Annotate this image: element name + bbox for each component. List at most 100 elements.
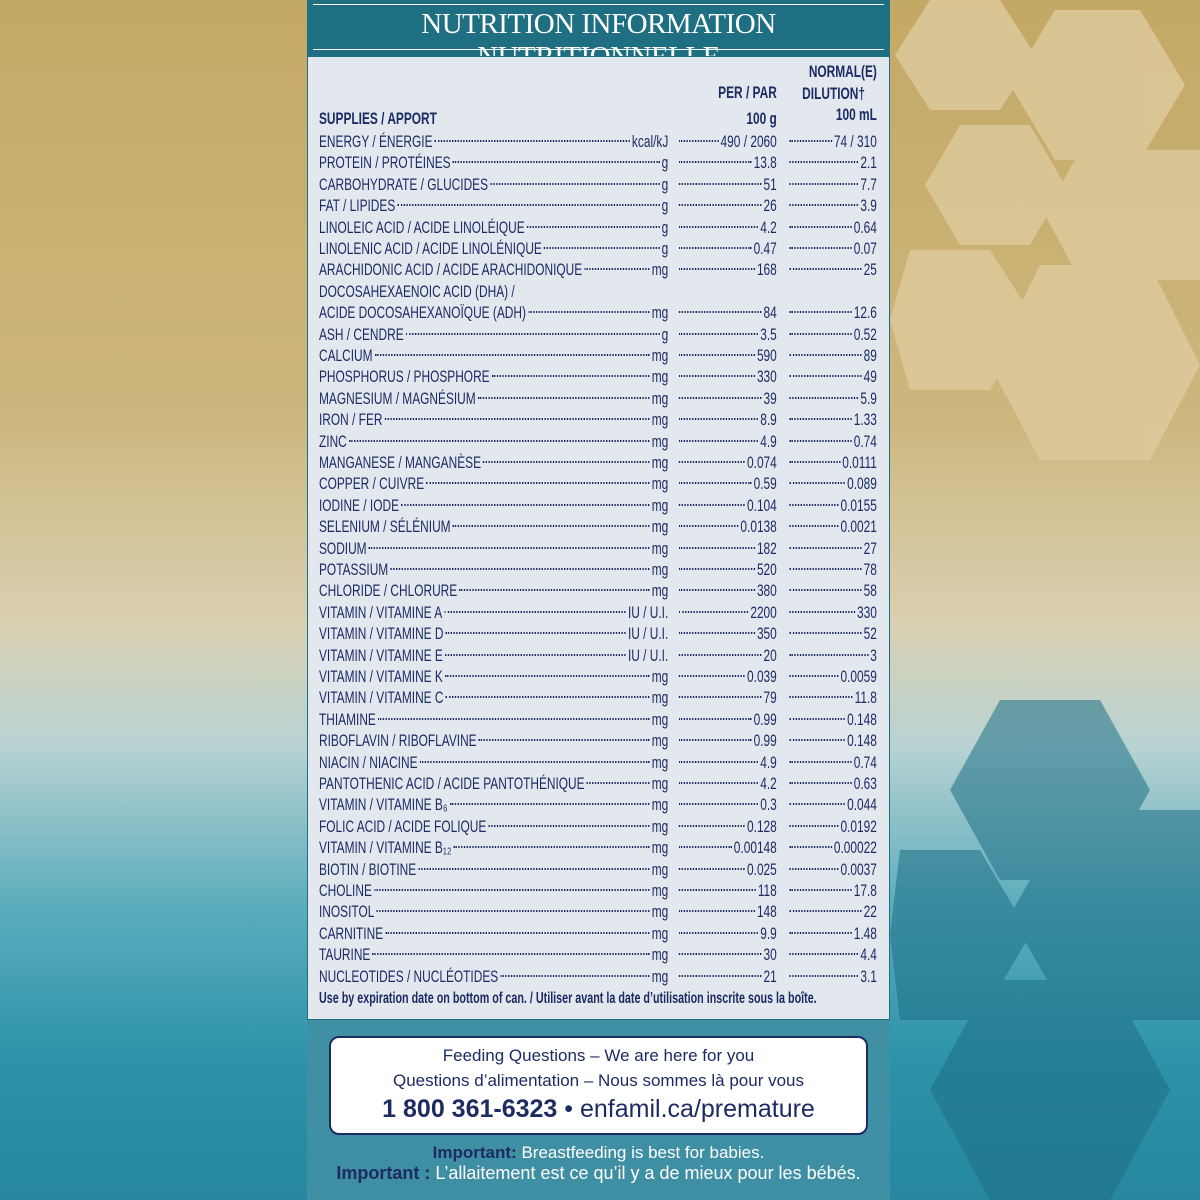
leader	[678, 161, 752, 164]
per-100ml-value: 5.9	[860, 388, 877, 408]
per-100ml-value: 27	[863, 538, 877, 558]
unit: mg	[651, 731, 669, 751]
per-100ml-cell: 0.0059	[787, 666, 877, 688]
leader	[368, 546, 650, 549]
nutrient-name: ENERGY / ÉNERGIE	[319, 132, 433, 151]
phone: 1 800 361-6323	[382, 1095, 558, 1123]
unit: IU / U.I.	[627, 624, 669, 644]
per-100g-cell: 330	[677, 366, 777, 388]
per-100ml-cell: 12.6	[787, 302, 877, 324]
name-cell: IODINE / IODE mg	[319, 495, 668, 517]
leader	[678, 610, 749, 613]
name-cell: CHOLINE mg	[319, 880, 668, 902]
leader	[789, 182, 859, 185]
per-100ml-cell: 2.1	[787, 152, 877, 174]
note: Use by expiration date on bottom of can.…	[319, 990, 817, 1007]
name-cell: VITAMIN / VITAMINE B₆ mg	[319, 794, 668, 816]
leader	[789, 782, 852, 784]
leader	[789, 717, 846, 720]
per-100g-cell: 0.104	[677, 495, 777, 517]
nutrient-row: ASH / CENDRE g 3.5 0.52	[319, 324, 880, 346]
footer-label: Important :	[336, 1163, 431, 1183]
nutrient-name: RIBOFLAVIN / RIBOFLAVINE	[319, 731, 477, 751]
per-100ml-cell: 0.00022	[787, 837, 877, 859]
nutrient-row: COPPER / CUIVRE mg 0.59 0.089	[319, 473, 880, 495]
leader	[453, 846, 650, 849]
unit: mg	[651, 667, 669, 686]
nutrient-row: SODIUM mg 182 27	[319, 538, 880, 560]
nutrient-row: VITAMIN / VITAMINE D IU / U.I. 350 52	[319, 623, 880, 645]
per-100ml-cell: 27	[787, 538, 877, 560]
unit: mg	[651, 260, 669, 280]
per-100ml-value: 0.64	[853, 217, 877, 237]
per-100g-cell: 0.128	[677, 816, 777, 838]
per-100g-cell: 0.3	[677, 794, 777, 816]
footer-text: L’allaitement est ce qu’il y a de mieux …	[435, 1163, 861, 1183]
per-100g-value: 84	[763, 303, 777, 323]
per-100g-value: 13.8	[753, 153, 777, 173]
unit: IU / U.I.	[627, 645, 669, 665]
nutrient-name: VITAMIN / VITAMINE B₁₂	[319, 838, 452, 858]
nutrient-row: CARBOHYDRATE / GLUCIDES g 51 7.7	[319, 174, 880, 196]
per-100ml-cell: 0.148	[787, 709, 877, 731]
nutrient-name: INOSITOL	[319, 902, 375, 922]
per-100g-cell: 13.8	[677, 152, 777, 174]
per-100ml-value: 4.4	[860, 945, 877, 965]
per-100g-value: 168	[756, 260, 777, 280]
per-100g-cell: 30	[677, 944, 777, 966]
per-100ml-cell: 3.9	[787, 195, 877, 217]
leader	[789, 760, 852, 763]
leader	[374, 354, 650, 356]
unit: mg	[651, 881, 669, 900]
per-100g-cell: 4.2	[677, 773, 777, 795]
per-100g-value: 0.3	[760, 795, 777, 815]
per-100ml-value: 49	[863, 367, 877, 387]
leader	[377, 717, 650, 720]
per-100g-value: 51	[763, 174, 777, 194]
leader	[434, 140, 630, 142]
name-cell: CHLORIDE / CHLORURE mg	[319, 580, 668, 602]
per-100g-cell: 2200	[677, 602, 777, 624]
per-100ml-value: 0.0059	[840, 667, 877, 686]
name-cell: COPPER / CUIVRE mg	[319, 473, 668, 495]
per-100g-cell: 0.00148	[677, 837, 777, 859]
per-100ml-cell: 7.7	[787, 174, 877, 196]
per-100g-cell: 26	[677, 195, 777, 217]
per-100g-value: 330	[756, 367, 777, 387]
per-100ml-value: 89	[863, 346, 877, 365]
nutrient-row: CHLORIDE / CHLORURE mg 380 58	[319, 580, 880, 602]
per-100g-value: 590	[756, 346, 777, 365]
nutrient-name: NUCLEOTIDES / NUCLÉOTIDES	[319, 966, 499, 986]
per-100g-value: 0.59	[753, 474, 777, 494]
nutrient-row: CHOLINE mg 118 17.8	[319, 880, 880, 902]
nutrient-name: POTASSIUM	[319, 560, 389, 579]
nutrient-row: VITAMIN / VITAMINE A IU / U.I. 2200 330	[319, 602, 880, 624]
leader	[491, 375, 650, 378]
per-100g-value: 520	[756, 560, 777, 579]
per-100ml-value: 0.089	[847, 474, 877, 494]
nutrient-row: ACIDE DOCOSAHEXANOÏQUE (ADH) mg 84 12.6	[319, 302, 880, 324]
per-100ml-value: 74 / 310	[833, 132, 877, 151]
leader	[789, 418, 852, 421]
per-100ml-cell: 0.0037	[787, 859, 877, 881]
leader	[678, 953, 762, 956]
nutrient-name: TAURINE	[319, 945, 371, 965]
per-100ml-value: 330	[857, 602, 877, 622]
unit: mg	[651, 709, 669, 729]
nutrient-name: DOCOSAHEXAENOIC ACID (DHA) /	[319, 281, 515, 301]
leader	[789, 225, 852, 228]
per-100ml-cell: 49	[787, 366, 877, 388]
leader	[678, 461, 745, 463]
name-cell: VITAMIN / VITAMINE E IU / U.I.	[319, 645, 668, 667]
nutrient-row: LINOLENIC ACID / ACIDE LINOLÉNIQUE g 0.47 0…	[319, 238, 880, 260]
contact-line: Feeding Questions – We are here for you	[442, 1046, 755, 1065]
per-100ml-value: 0.0037	[840, 859, 877, 879]
per-100ml-value: 0.044	[847, 795, 877, 815]
per-100ml-cell: 17.8	[787, 880, 877, 902]
unit: g	[661, 239, 669, 258]
per-100g-value: 0.00148	[733, 838, 777, 858]
unit: g	[661, 174, 669, 194]
leader	[789, 953, 859, 956]
leader	[678, 589, 755, 592]
